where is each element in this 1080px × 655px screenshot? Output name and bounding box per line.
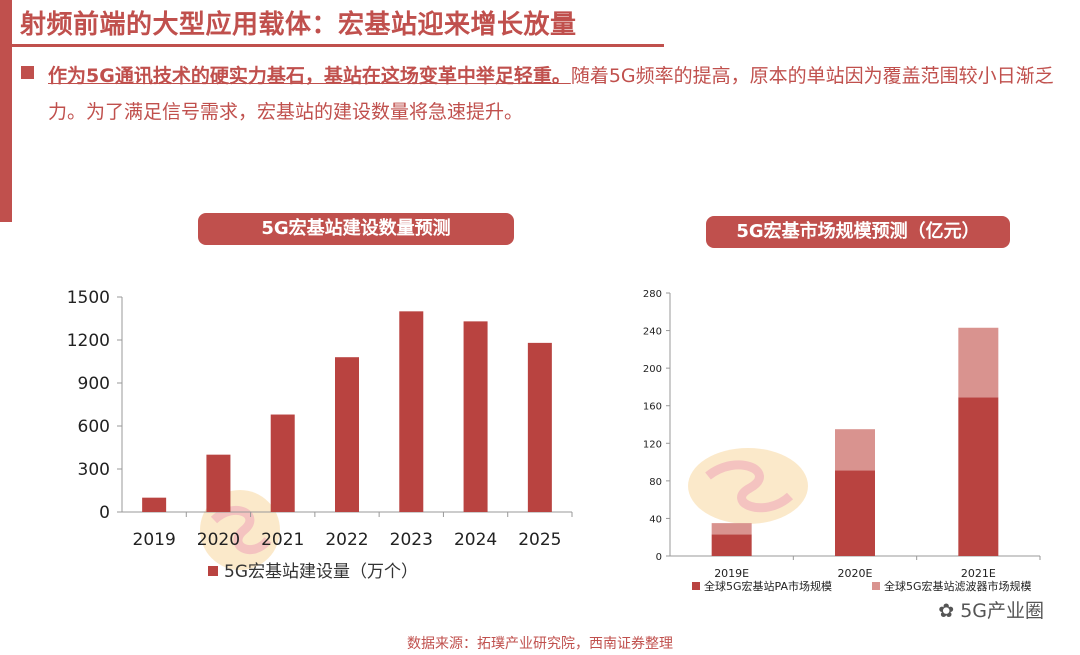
wechat-watermark: ✿ 5G产业圈 xyxy=(938,596,1044,623)
legend-label: 5G宏基站建设量（万个） xyxy=(224,562,418,582)
y-tick-label: 240 xyxy=(643,327,662,338)
legend-swatch xyxy=(692,582,700,590)
bar xyxy=(527,342,552,512)
x-tick-label: 2023 xyxy=(390,530,433,550)
y-tick-label: 160 xyxy=(643,402,662,413)
x-tick-label: 2019 xyxy=(133,530,176,550)
x-tick-label: 2025 xyxy=(518,530,561,550)
bar xyxy=(335,357,359,512)
bar-segment-filter xyxy=(835,429,875,471)
intro-body-text: 随着5G频率的提高，原本的单站因为覆盖范围较小日渐乏力。为了满足信号需求，宏基站… xyxy=(48,65,1054,123)
y-tick-label: 120 xyxy=(643,439,662,450)
y-tick-label: 80 xyxy=(649,477,662,488)
watermark-logo-right xyxy=(688,448,808,524)
watermark-text: 5G产业圈 xyxy=(960,600,1044,622)
source-note: 数据来源：拓璞产业研究院，西南证券整理 xyxy=(407,636,673,652)
page-title: 射频前端的大型应用载体：宏基站迎来增长放量 xyxy=(20,10,577,40)
y-tick-label: 1200 xyxy=(67,331,110,351)
bar-segment-filter xyxy=(958,327,999,398)
bar xyxy=(463,321,488,512)
y-tick-label: 900 xyxy=(78,374,110,394)
bar-segment-filter xyxy=(711,523,752,535)
y-tick-label: 200 xyxy=(643,364,662,375)
bar xyxy=(270,414,295,512)
legend-label: 全球5G宏基站PA市场规模 xyxy=(704,579,832,593)
right-chart-title: 5G宏基市场规模预测（亿元） xyxy=(706,216,1010,248)
y-tick-label: 40 xyxy=(649,514,662,525)
intro-paragraph: 作为5G通讯技术的硬实力基石，基站在这场变革中举足轻重。随着5G频率的提高，原本… xyxy=(48,58,1058,130)
left-bar-chart: 0 300 600 900 1200 1500 2019 2020 2021 2022 2023 20… xyxy=(67,288,573,582)
x-tick-label: 2021E xyxy=(961,567,996,580)
bar-segment-pa xyxy=(958,397,999,556)
x-tick-label: 2021 xyxy=(261,530,304,550)
left-chart-title: 5G宏基站建设数量预测 xyxy=(198,213,514,245)
bar xyxy=(206,454,231,512)
x-tick-label: 2020E xyxy=(838,567,873,580)
y-tick-label: 0 xyxy=(99,503,110,523)
title-underline xyxy=(12,44,664,47)
wechat-icon: ✿ xyxy=(938,600,961,622)
legend-swatch xyxy=(872,582,880,590)
legend-label: 全球5G宏基站滤波器市场规模 xyxy=(884,579,1032,593)
x-tick-label: 2020 xyxy=(197,530,240,550)
y-tick-label: 280 xyxy=(643,289,662,300)
bar-segment-pa xyxy=(835,470,875,556)
bullet-square-icon xyxy=(21,66,34,79)
x-tick-label: 2024 xyxy=(454,530,497,550)
legend-swatch xyxy=(208,566,218,576)
y-tick-label: 0 xyxy=(656,552,662,563)
y-tick-label: 1500 xyxy=(67,288,110,308)
accent-side-bar xyxy=(0,0,12,222)
y-tick-label: 300 xyxy=(78,460,110,480)
x-tick-label: 2019E xyxy=(714,567,749,580)
x-tick-label: 2022 xyxy=(325,530,368,550)
bar xyxy=(142,497,167,512)
y-tick-label: 600 xyxy=(78,417,110,437)
bar xyxy=(399,311,424,512)
intro-bold-text: 作为5G通讯技术的硬实力基石，基站在这场变革中举足轻重。 xyxy=(48,65,571,87)
bar-segment-pa xyxy=(711,534,752,556)
